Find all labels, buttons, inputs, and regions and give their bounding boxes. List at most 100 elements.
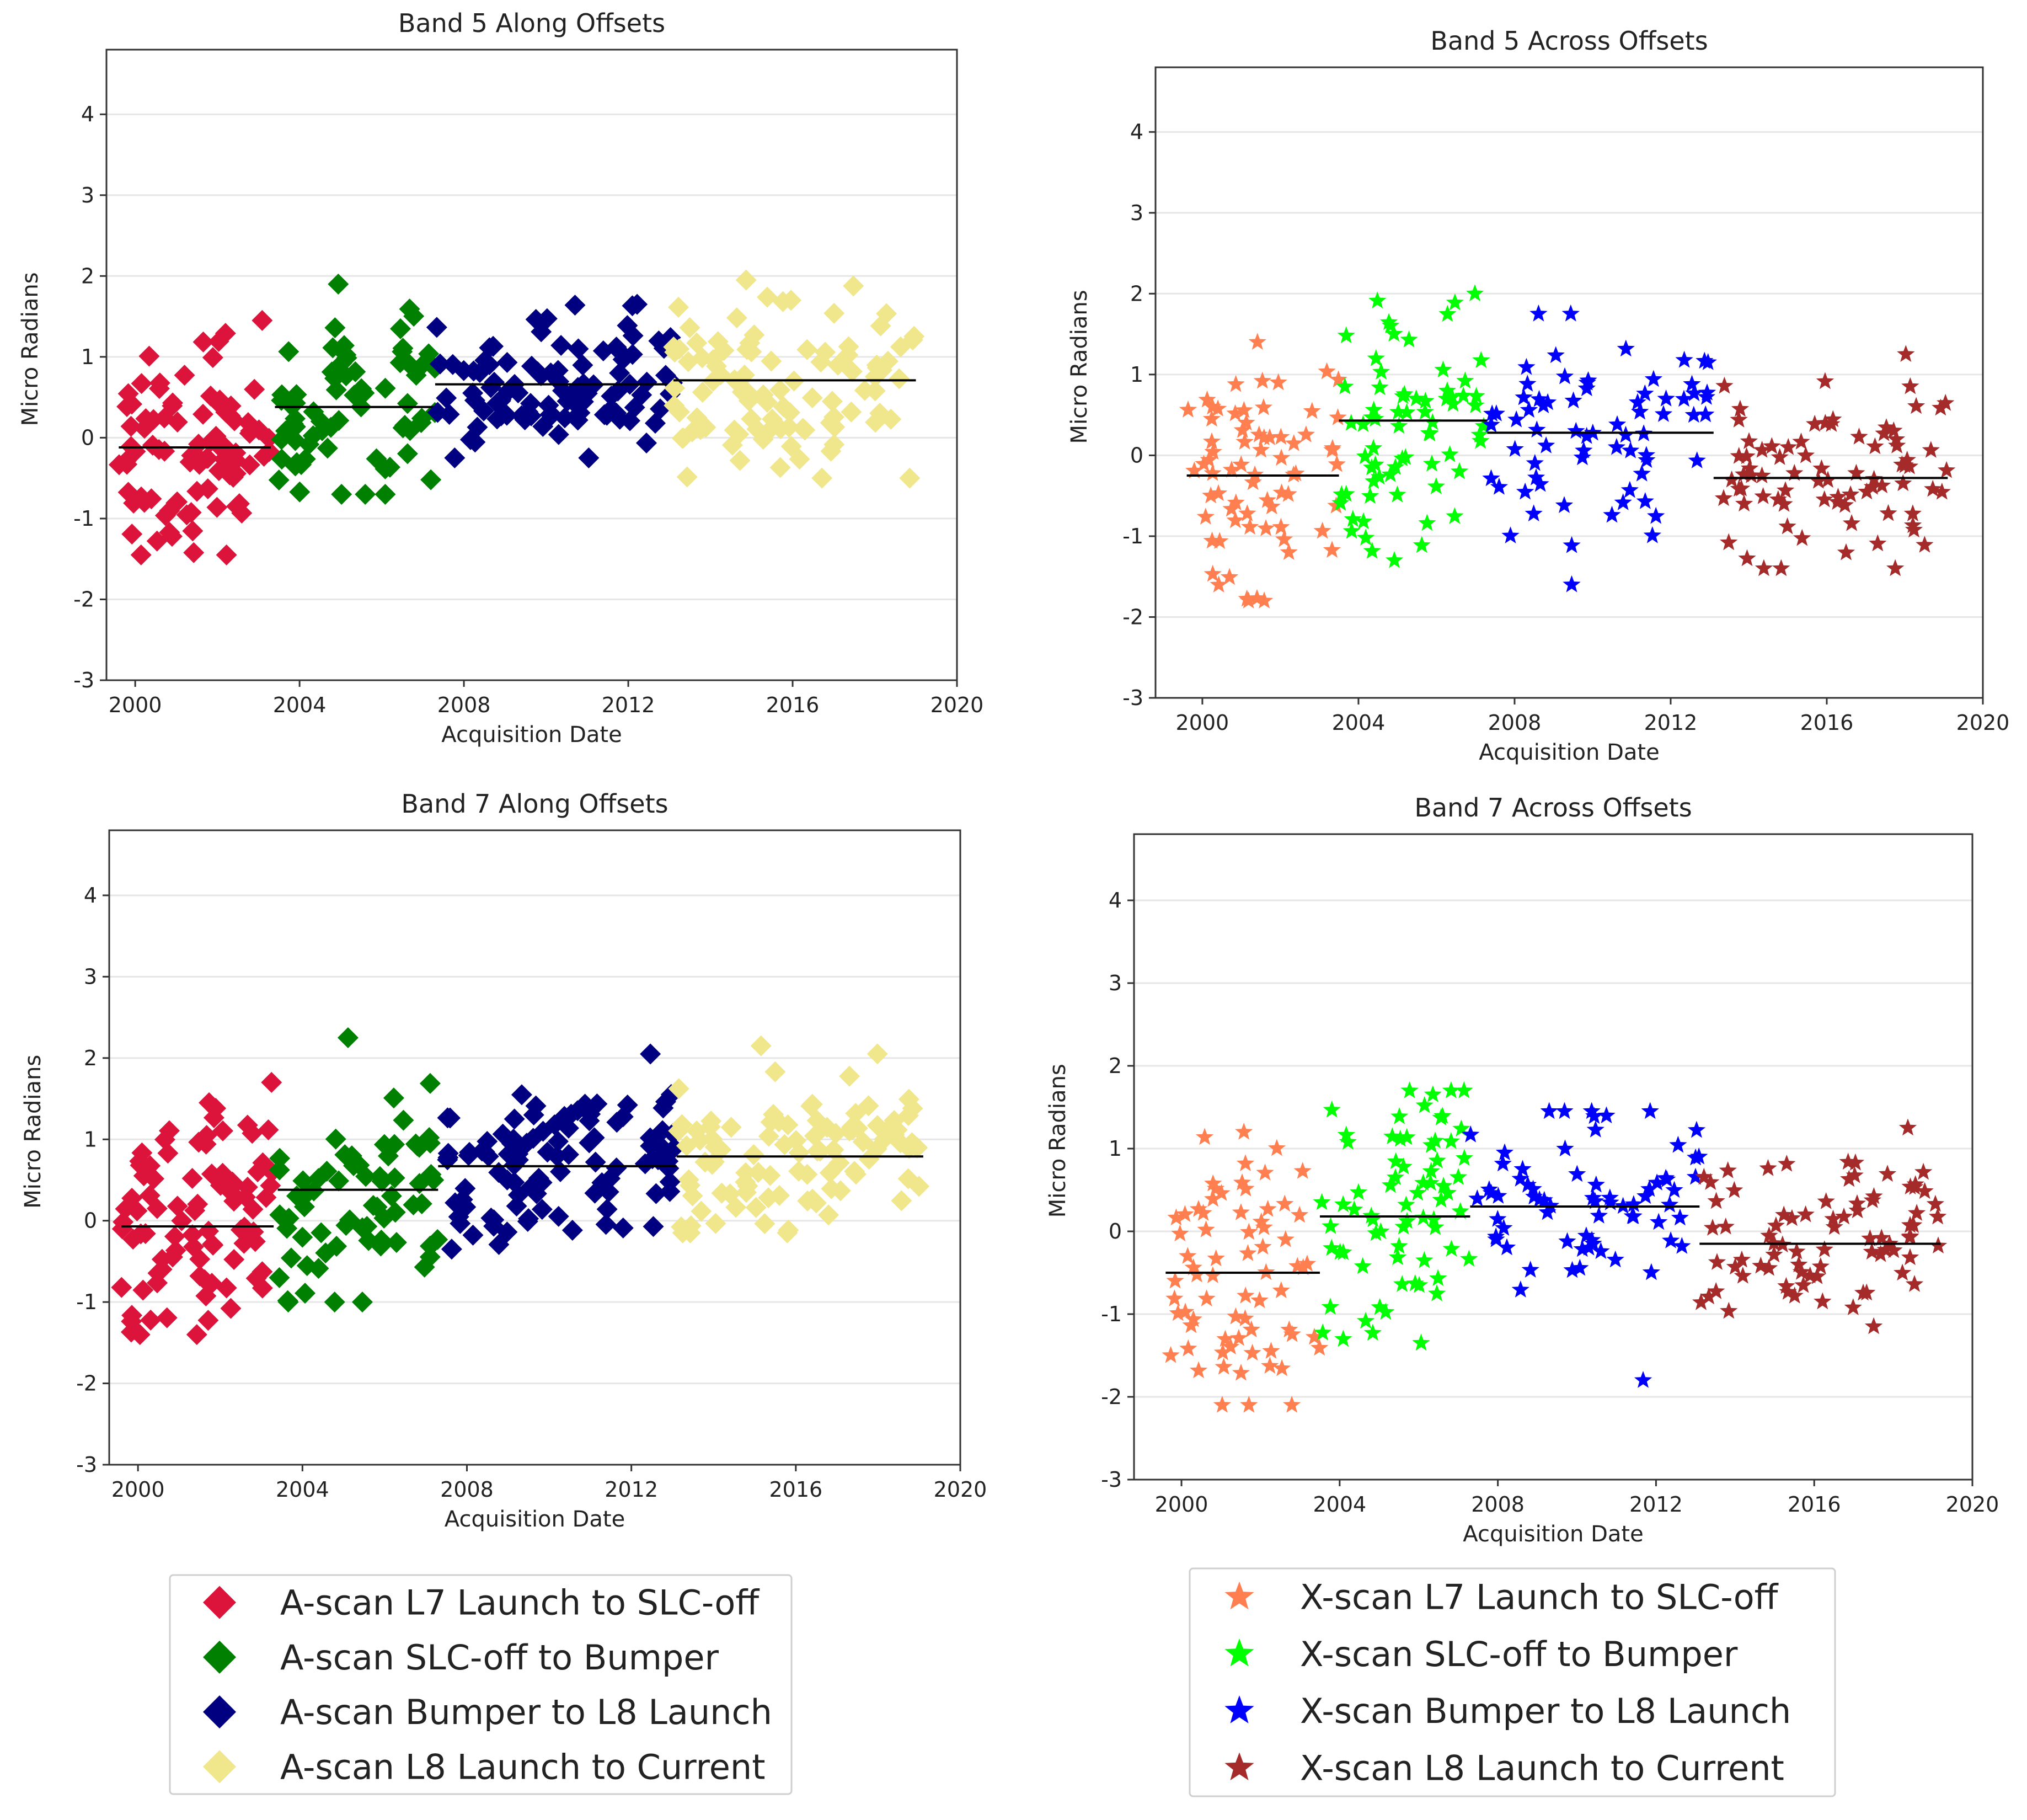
data-point <box>1482 415 1500 433</box>
data-point <box>1759 1159 1777 1176</box>
data-point <box>745 1197 767 1218</box>
data-point <box>261 1072 282 1093</box>
data-point <box>479 337 500 359</box>
data-point <box>1922 441 1940 458</box>
data-point <box>1269 373 1287 391</box>
data-point <box>1914 1162 1933 1180</box>
data-point <box>1864 1317 1883 1335</box>
data-point <box>1685 384 1703 402</box>
data-point <box>1372 1222 1390 1240</box>
data-point <box>1226 511 1244 529</box>
data-point <box>454 1178 476 1199</box>
data-point <box>1434 1176 1453 1194</box>
data-point <box>595 1214 617 1235</box>
data-point <box>181 1224 203 1246</box>
data-point <box>750 1035 772 1056</box>
data-point <box>1239 1244 1257 1261</box>
data-point <box>308 1258 329 1279</box>
data-point <box>1592 1242 1610 1259</box>
data-point <box>397 393 418 414</box>
data-point <box>823 302 845 324</box>
data-point <box>1675 350 1693 368</box>
data-point <box>818 1204 839 1226</box>
data-point <box>1202 409 1221 427</box>
data-point <box>1456 371 1474 389</box>
data-point <box>778 1219 799 1241</box>
data-point <box>333 335 355 356</box>
data-point <box>1775 1205 1793 1223</box>
data-point <box>1462 1125 1480 1143</box>
x-tick-label: 2016 <box>766 693 820 717</box>
data-point <box>220 405 241 426</box>
data-point <box>1427 477 1445 494</box>
data-point <box>1255 591 1274 609</box>
data-point <box>1293 1162 1312 1179</box>
data-point <box>1466 284 1484 302</box>
data-point <box>1516 482 1534 500</box>
data-point <box>1331 494 1350 511</box>
data-point <box>1760 1226 1778 1243</box>
data-point <box>1898 450 1916 468</box>
data-point <box>1213 1396 1232 1413</box>
data-point <box>1586 1120 1605 1138</box>
data-point <box>1620 481 1639 498</box>
data-point <box>1386 1168 1405 1186</box>
data-point <box>120 1321 142 1343</box>
x-tick-label: 2000 <box>111 1477 165 1502</box>
data-point <box>1603 505 1621 523</box>
data-point <box>1343 521 1361 539</box>
data-point <box>1844 1298 1862 1315</box>
y-tick-label: 4 <box>1109 888 1122 912</box>
x-tick-label: 2000 <box>109 693 162 717</box>
data-point <box>1703 1219 1722 1236</box>
data-point <box>1567 421 1585 439</box>
data-point <box>1537 436 1555 453</box>
data-point <box>1216 1330 1234 1347</box>
data-point <box>1495 1219 1513 1236</box>
data-point <box>554 407 575 429</box>
plot-frame <box>1154 66 1984 699</box>
data-point <box>686 407 708 429</box>
data-point <box>1506 440 1524 457</box>
x-tick-label: 2016 <box>769 1477 822 1502</box>
data-point <box>1323 439 1342 456</box>
data-point <box>679 317 700 338</box>
data-point <box>1424 1085 1442 1102</box>
data-point <box>705 1213 726 1234</box>
data-point <box>1529 304 1548 322</box>
data-point <box>606 1112 628 1133</box>
data-point <box>537 1141 558 1163</box>
band7-along-chart: -3 -2 -1 0 1 2 3 4 2000 2004 2008 2012 2016 2020 Band … <box>20 789 987 1532</box>
data-point <box>1449 1168 1468 1185</box>
x-tick-label: 2008 <box>440 1477 494 1502</box>
x-tick-label: 2020 <box>1946 1492 1999 1517</box>
data-point <box>1906 1178 1924 1195</box>
data-point <box>1590 1207 1608 1224</box>
data-point <box>1256 519 1275 536</box>
data-point <box>1885 1241 1903 1258</box>
data-point <box>1577 1226 1595 1243</box>
data-point <box>1250 425 1268 442</box>
data-point <box>335 1215 357 1236</box>
data-point <box>1470 425 1489 443</box>
data-point <box>1442 1132 1460 1149</box>
data-point <box>507 1184 529 1206</box>
data-point <box>1438 381 1456 399</box>
data-point <box>1740 432 1758 449</box>
data-point <box>1365 472 1383 489</box>
data-point <box>1793 529 1811 546</box>
data-point <box>1272 449 1291 466</box>
data-point <box>1719 1161 1737 1178</box>
data-point <box>1255 1218 1273 1235</box>
data-point <box>438 404 460 425</box>
y-tick-label: 1 <box>1130 362 1143 387</box>
data-point <box>1573 448 1591 466</box>
x-tick-label: 2012 <box>1644 711 1698 735</box>
y-axis-label: Micro Radians <box>20 1055 46 1209</box>
data-point <box>278 341 299 362</box>
data-point <box>1197 1289 1216 1306</box>
data-point <box>1432 1191 1450 1208</box>
legend-label: X-scan Bumper to L8 Launch <box>1300 1691 1791 1731</box>
data-point <box>1636 1187 1655 1204</box>
legend-label: X-scan L7 Launch to SLC-off <box>1300 1577 1779 1618</box>
